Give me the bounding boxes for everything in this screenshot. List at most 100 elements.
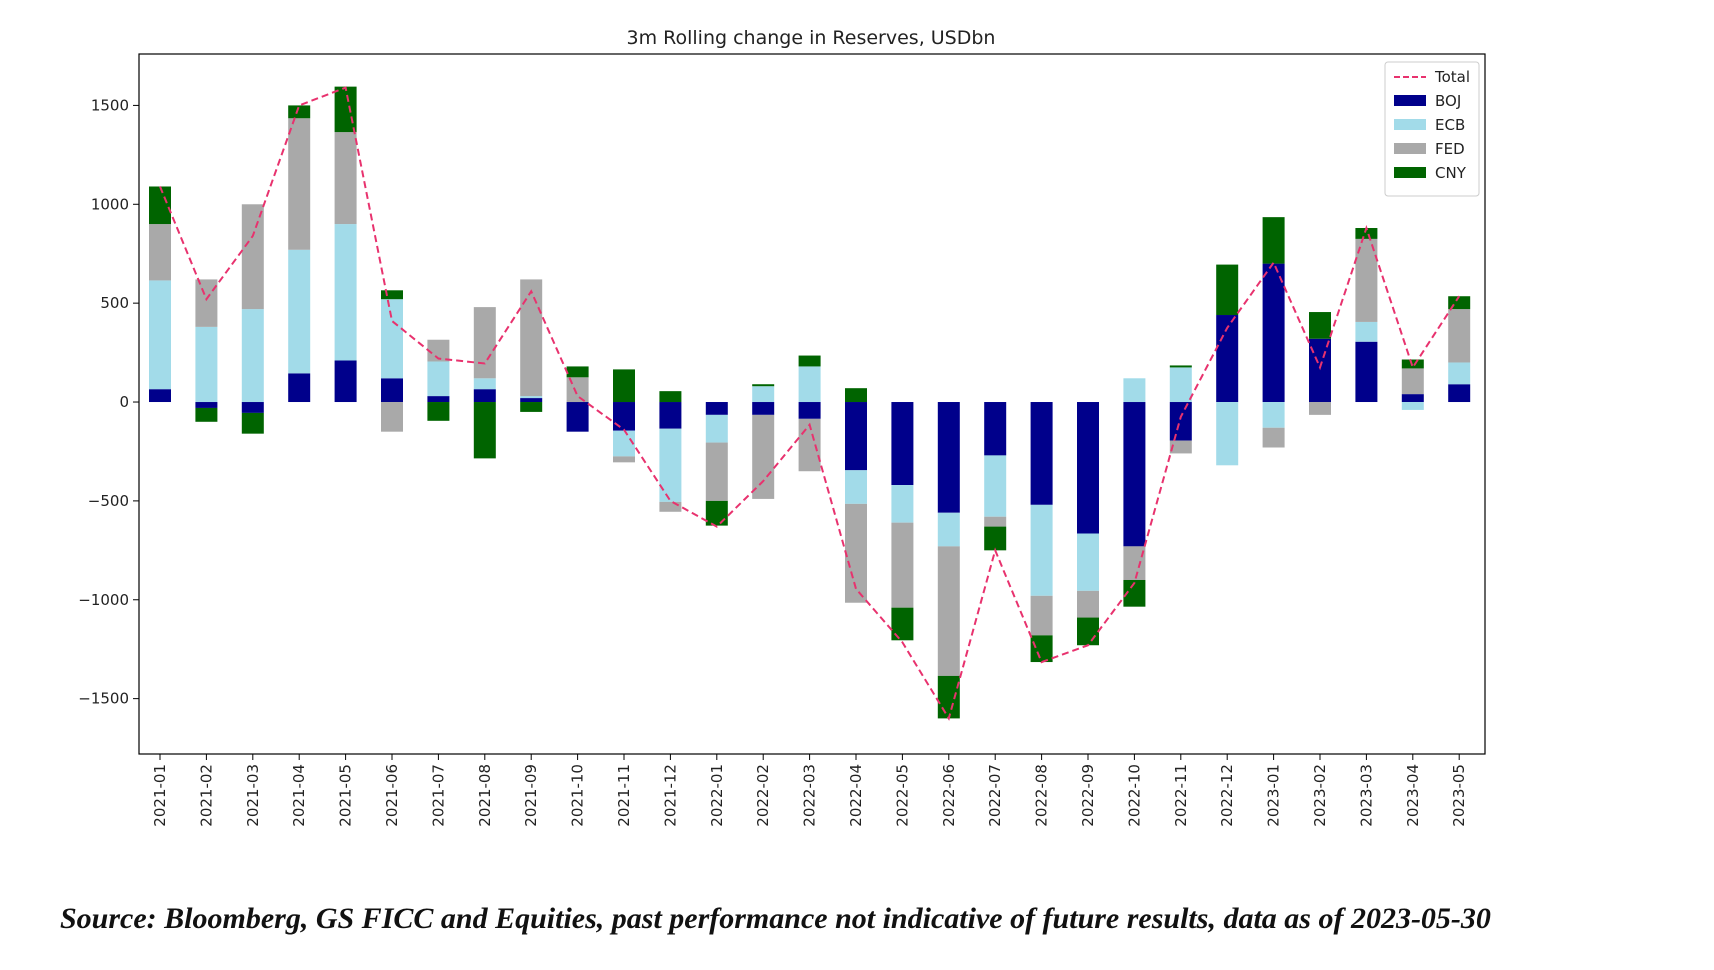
bar-boj-2021-03 bbox=[241, 402, 264, 413]
bar-cny-2022-04 bbox=[845, 388, 867, 403]
bar-boj-2022-11 bbox=[1169, 402, 1192, 441]
x-tick-label: 2022-02 bbox=[754, 764, 772, 827]
chart-container: 3m Rolling change in Reserves, USDbn 150… bbox=[78, 27, 1486, 827]
bar-ecb-2022-09 bbox=[1077, 533, 1099, 591]
bar-ecb-2022-03 bbox=[798, 366, 821, 403]
bar-boj-2021-11 bbox=[613, 402, 635, 431]
bar-fed-2023-01 bbox=[1262, 427, 1285, 448]
bar-fed-2022-04 bbox=[845, 503, 867, 603]
bar-ecb-2022-10 bbox=[1123, 378, 1146, 403]
x-tick-label: 2022-05 bbox=[893, 764, 911, 827]
bar-fed-2021-05 bbox=[334, 132, 357, 225]
bar-boj-2021-06 bbox=[381, 378, 403, 403]
bar-fed-2022-02 bbox=[752, 414, 775, 499]
y-tick-label: 0 bbox=[119, 393, 129, 411]
bar-cny-2021-10 bbox=[566, 366, 589, 378]
bar-boj-2023-03 bbox=[1355, 341, 1378, 403]
bar-cny-2023-03 bbox=[1355, 228, 1378, 239]
legend-swatch-fed bbox=[1394, 143, 1426, 154]
bar-ecb-2021-04 bbox=[288, 249, 311, 374]
bar-cny-2023-04 bbox=[1401, 359, 1424, 369]
bar-boj-2021-04 bbox=[288, 373, 311, 403]
bar-fed-2022-08 bbox=[1030, 595, 1053, 636]
bar-ecb-2022-01 bbox=[705, 414, 728, 443]
bar-cny-2021-03 bbox=[241, 412, 264, 434]
legend: Total BOJ ECB FED CNY bbox=[1384, 61, 1480, 197]
bar-fed-2023-05 bbox=[1448, 309, 1471, 363]
bar-boj-2022-03 bbox=[798, 402, 821, 419]
bar-boj-2021-08 bbox=[473, 389, 496, 403]
bar-cny-2022-07 bbox=[984, 526, 1007, 551]
x-tick-label: 2022-01 bbox=[708, 764, 726, 827]
bar-fed-2023-02 bbox=[1309, 402, 1331, 415]
bar-boj-2022-01 bbox=[705, 402, 728, 415]
y-tick-label: −500 bbox=[88, 492, 129, 510]
bar-ecb-2021-02 bbox=[195, 326, 218, 403]
bar-boj-2021-12 bbox=[659, 402, 682, 429]
legend-label-boj: BOJ bbox=[1435, 92, 1461, 110]
x-tick-label: 2022-06 bbox=[940, 764, 958, 827]
x-tick-label: 2021-04 bbox=[290, 764, 308, 827]
bar-cny-2022-09 bbox=[1077, 617, 1099, 646]
bar-cny-2022-03 bbox=[798, 355, 821, 367]
bar-boj-2021-07 bbox=[427, 396, 450, 403]
bar-cny-2021-05 bbox=[334, 86, 357, 133]
y-tick-label: 1500 bbox=[91, 96, 129, 114]
bar-fed-2021-12 bbox=[659, 501, 682, 512]
x-tick-label: 2021-07 bbox=[429, 764, 447, 827]
bar-ecb-2021-12 bbox=[659, 428, 682, 502]
legend-swatch-ecb bbox=[1394, 119, 1426, 130]
bar-ecb-2021-05 bbox=[334, 224, 357, 361]
y-axis: 1500 1000 500 0 −500 −1000 −1500 bbox=[78, 96, 139, 708]
bar-ecb-2022-08 bbox=[1030, 504, 1053, 596]
bar-boj-2021-02 bbox=[195, 402, 218, 408]
bar-fed-2022-05 bbox=[891, 522, 914, 608]
x-tick-label: 2021-02 bbox=[197, 764, 215, 827]
bar-boj-2021-01 bbox=[149, 389, 171, 403]
x-tick-label: 2023-02 bbox=[1311, 764, 1329, 827]
bar-cny-2022-10 bbox=[1123, 579, 1146, 607]
bar-fed-2021-11 bbox=[613, 456, 635, 463]
bar-boj-2021-05 bbox=[334, 360, 357, 403]
x-axis: 2021-01 2021-02 2021-03 2021-04 2021-05 2021-… bbox=[151, 754, 1468, 827]
legend-swatch-boj bbox=[1394, 95, 1426, 106]
bar-cny-2021-06 bbox=[381, 290, 403, 300]
bar-ecb-2021-06 bbox=[381, 299, 403, 379]
bar-fed-2023-03 bbox=[1355, 238, 1378, 322]
bar-fed-2021-09 bbox=[520, 279, 543, 397]
bar-boj-2022-09 bbox=[1077, 402, 1099, 534]
bar-fed-2021-08 bbox=[473, 307, 496, 379]
bar-ecb-2023-04 bbox=[1401, 402, 1424, 410]
x-tick-label: 2023-05 bbox=[1450, 764, 1468, 827]
bar-fed-2021-03 bbox=[241, 204, 264, 310]
bar-cny-2021-01 bbox=[149, 186, 171, 225]
bar-fed-2022-06 bbox=[937, 546, 960, 676]
x-tick-label: 2022-08 bbox=[1033, 764, 1051, 827]
bar-fed-2022-01 bbox=[705, 442, 728, 501]
bar-ecb-2021-07 bbox=[427, 361, 450, 397]
legend-label-cny: CNY bbox=[1435, 164, 1467, 182]
bar-ecb-2022-02 bbox=[752, 386, 775, 403]
bar-cny-2023-02 bbox=[1309, 312, 1331, 339]
bar-cny-2021-11 bbox=[613, 369, 635, 403]
chart-title: 3m Rolling change in Reserves, USDbn bbox=[627, 27, 996, 49]
total-line bbox=[159, 86, 1461, 721]
plot-frame bbox=[138, 53, 1486, 755]
total-line-layer bbox=[159, 86, 1461, 721]
bar-ecb-2022-04 bbox=[845, 470, 867, 504]
x-tick-label: 2021-09 bbox=[522, 764, 540, 827]
x-tick-label: 2022-04 bbox=[847, 764, 865, 827]
x-tick-label: 2023-04 bbox=[1404, 764, 1422, 827]
legend-label-total: Total bbox=[1434, 68, 1470, 86]
bar-fed-2022-07 bbox=[984, 516, 1007, 527]
x-tick-label: 2023-03 bbox=[1357, 764, 1375, 827]
x-tick-label: 2022-09 bbox=[1079, 764, 1097, 827]
bar-ecb-2021-11 bbox=[613, 430, 635, 457]
bar-ecb-2021-08 bbox=[473, 378, 496, 390]
bar-fed-2023-04 bbox=[1401, 368, 1424, 395]
bar-fed-2021-02 bbox=[195, 279, 218, 327]
bars-layer bbox=[149, 86, 1471, 719]
bar-cny-2021-09 bbox=[520, 402, 543, 412]
bar-cny-2021-04 bbox=[288, 105, 311, 119]
bar-boj-2023-05 bbox=[1448, 384, 1471, 403]
